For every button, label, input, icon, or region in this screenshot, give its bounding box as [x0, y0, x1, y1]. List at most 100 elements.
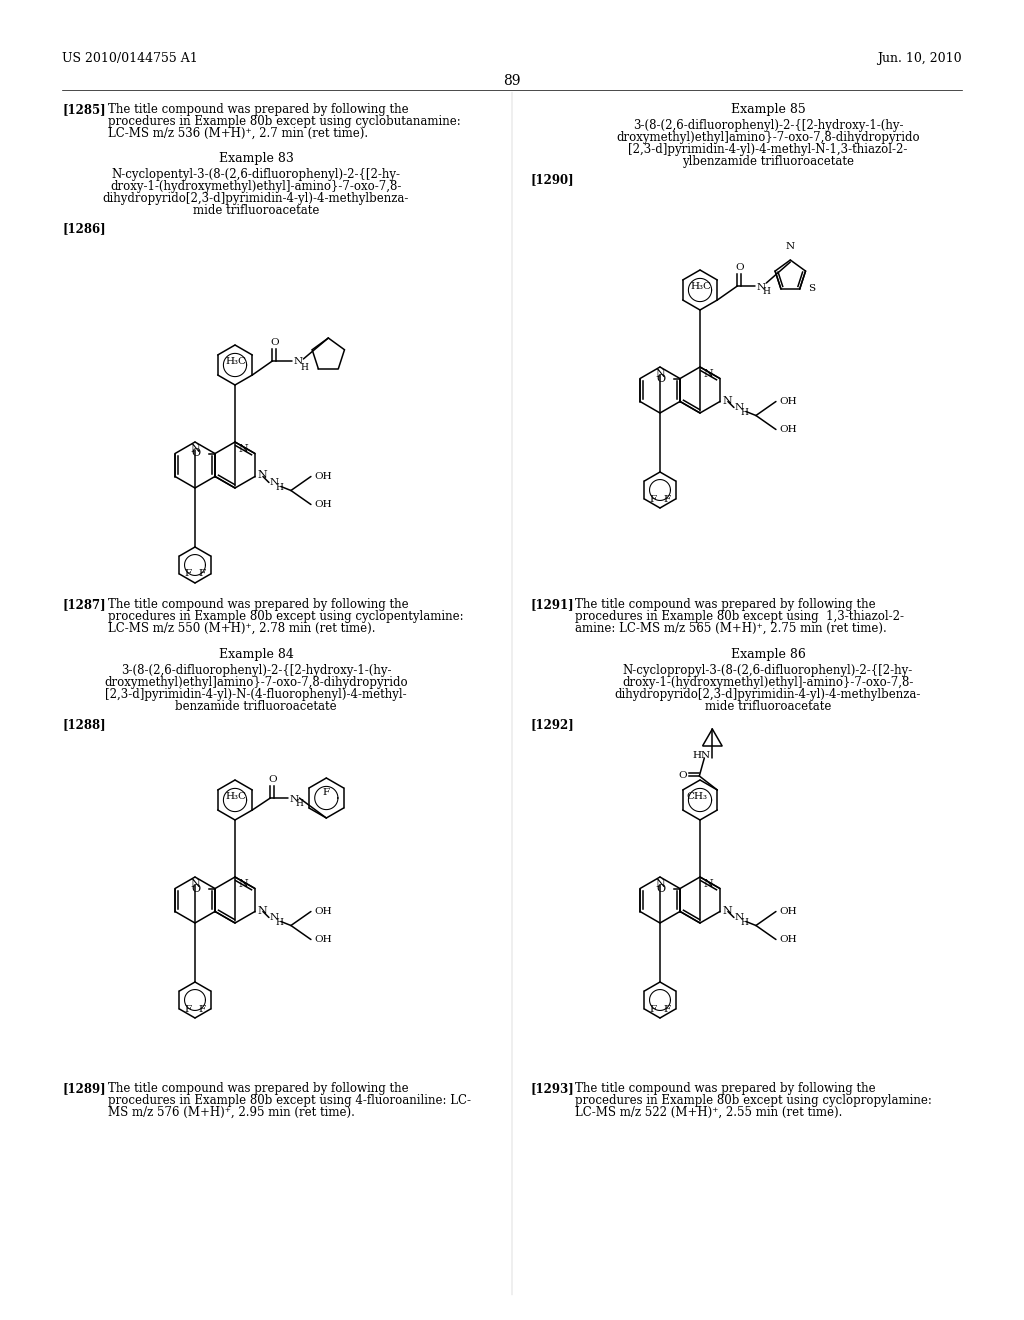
Text: H: H — [300, 363, 308, 371]
Text: [1289]: [1289] — [62, 1082, 105, 1096]
Text: amine: LC-MS m/z 565 (M+H)⁺, 2.75 min (ret time).: amine: LC-MS m/z 565 (M+H)⁺, 2.75 min (r… — [575, 622, 887, 635]
Text: The title compound was prepared by following the: The title compound was prepared by follo… — [575, 1082, 876, 1096]
Text: N: N — [293, 358, 302, 367]
Text: N: N — [723, 396, 733, 405]
Text: LC-MS m/z 550 (M+H)⁺, 2.78 min (ret time).: LC-MS m/z 550 (M+H)⁺, 2.78 min (ret time… — [108, 622, 376, 635]
Text: N: N — [258, 470, 267, 480]
Text: OH: OH — [314, 473, 332, 480]
Text: dihydropyrido[2,3-d]pyrimidin-4-yl)-4-methylbenza-: dihydropyrido[2,3-d]pyrimidin-4-yl)-4-me… — [102, 191, 410, 205]
Text: LC-MS m/z 522 (M+H)⁺, 2.55 min (ret time).: LC-MS m/z 522 (M+H)⁺, 2.55 min (ret time… — [575, 1106, 843, 1119]
Text: [1287]: [1287] — [62, 598, 105, 611]
Text: F: F — [649, 1005, 656, 1014]
Text: procedures in Example 80b except using cyclopentylamine:: procedures in Example 80b except using c… — [108, 610, 464, 623]
Text: F: F — [184, 569, 191, 578]
Text: OH: OH — [314, 500, 332, 510]
Text: [1290]: [1290] — [530, 173, 573, 186]
Text: H₃C: H₃C — [225, 792, 247, 801]
Text: The title compound was prepared by following the: The title compound was prepared by follo… — [575, 598, 876, 611]
Text: N: N — [190, 879, 200, 888]
Text: [2,3-d]pyrimidin-4-yl)-4-methyl-N-1,3-thiazol-2-: [2,3-d]pyrimidin-4-yl)-4-methyl-N-1,3-th… — [629, 143, 907, 156]
Text: [1288]: [1288] — [62, 718, 105, 731]
Text: N: N — [190, 444, 200, 454]
Text: droxy-1-(hydroxymethyl)ethyl]-amino}-7-oxo-7,8-: droxy-1-(hydroxymethyl)ethyl]-amino}-7-o… — [623, 676, 913, 689]
Text: US 2010/0144755 A1: US 2010/0144755 A1 — [62, 51, 198, 65]
Text: ylbenzamide trifluoroacetate: ylbenzamide trifluoroacetate — [682, 154, 854, 168]
Text: N: N — [735, 403, 744, 412]
Text: Jun. 10, 2010: Jun. 10, 2010 — [878, 51, 962, 65]
Text: O: O — [270, 338, 279, 347]
Text: 3-(8-(2,6-difluorophenyl)-2-{[2-hydroxy-1-(hy-: 3-(8-(2,6-difluorophenyl)-2-{[2-hydroxy-… — [633, 119, 903, 132]
Text: [1293]: [1293] — [530, 1082, 573, 1096]
Text: O: O — [735, 263, 743, 272]
Text: [1291]: [1291] — [530, 598, 573, 611]
Text: N: N — [270, 913, 280, 921]
Text: N: N — [655, 879, 665, 888]
Text: N: N — [723, 906, 733, 916]
Text: The title compound was prepared by following the: The title compound was prepared by follo… — [108, 598, 409, 611]
Text: O: O — [656, 374, 666, 384]
Text: N: N — [238, 444, 248, 454]
Text: Example 83: Example 83 — [218, 152, 294, 165]
Text: H: H — [762, 288, 770, 297]
Text: procedures in Example 80b except using cyclobutanamine:: procedures in Example 80b except using c… — [108, 115, 461, 128]
Text: N: N — [270, 478, 280, 487]
Text: OH: OH — [779, 425, 797, 434]
Text: N: N — [655, 370, 665, 379]
Text: OH: OH — [779, 907, 797, 916]
Text: [1286]: [1286] — [62, 222, 105, 235]
Text: N: N — [238, 879, 248, 888]
Text: N: N — [290, 795, 298, 804]
Text: N: N — [735, 913, 744, 921]
Text: S: S — [808, 284, 815, 293]
Text: H: H — [741, 408, 749, 417]
Text: N: N — [703, 370, 713, 379]
Text: benzamide trifluoroacetate: benzamide trifluoroacetate — [175, 700, 337, 713]
Text: F: F — [664, 1005, 671, 1014]
Text: OH: OH — [314, 907, 332, 916]
Text: N-cyclopentyl-3-(8-(2,6-difluorophenyl)-2-{[2-hy-: N-cyclopentyl-3-(8-(2,6-difluorophenyl)-… — [112, 168, 400, 181]
Text: OH: OH — [779, 397, 797, 407]
Text: [1285]: [1285] — [62, 103, 105, 116]
Text: mide trifluoroacetate: mide trifluoroacetate — [193, 205, 319, 216]
Text: F: F — [323, 788, 330, 797]
Text: LC-MS m/z 536 (M+H)⁺, 2.7 min (ret time).: LC-MS m/z 536 (M+H)⁺, 2.7 min (ret time)… — [108, 127, 368, 140]
Text: [2,3-d]pyrimidin-4-yl)-N-(4-fluorophenyl)-4-methyl-: [2,3-d]pyrimidin-4-yl)-N-(4-fluorophenyl… — [105, 688, 407, 701]
Text: F: F — [649, 495, 656, 503]
Text: [1292]: [1292] — [530, 718, 573, 731]
Text: 89: 89 — [503, 74, 521, 88]
Text: O: O — [679, 771, 687, 780]
Text: Example 86: Example 86 — [730, 648, 806, 661]
Text: N: N — [757, 282, 766, 292]
Text: N: N — [785, 242, 795, 251]
Text: droxy-1-(hydroxymethyl)ethyl]-amino}-7-oxo-7,8-: droxy-1-(hydroxymethyl)ethyl]-amino}-7-o… — [111, 180, 401, 193]
Text: O: O — [656, 883, 666, 894]
Text: MS m/z 576 (M+H)⁺, 2.95 min (ret time).: MS m/z 576 (M+H)⁺, 2.95 min (ret time). — [108, 1106, 355, 1119]
Text: H: H — [275, 483, 284, 492]
Text: The title compound was prepared by following the: The title compound was prepared by follo… — [108, 103, 409, 116]
Text: 3-(8-(2,6-difluorophenyl)-2-{[2-hydroxy-1-(hy-: 3-(8-(2,6-difluorophenyl)-2-{[2-hydroxy-… — [121, 664, 391, 677]
Text: H: H — [741, 917, 749, 927]
Text: mide trifluoroacetate: mide trifluoroacetate — [705, 700, 831, 713]
Text: F: F — [199, 569, 206, 578]
Text: Example 85: Example 85 — [731, 103, 805, 116]
Text: O: O — [191, 883, 201, 894]
Text: OH: OH — [314, 935, 332, 944]
Text: procedures in Example 80b except using  1,3-thiazol-2-: procedures in Example 80b except using 1… — [575, 610, 904, 623]
Text: F: F — [199, 1005, 206, 1014]
Text: F: F — [184, 1005, 191, 1014]
Text: N: N — [703, 879, 713, 888]
Text: droxymethyl)ethyl]amino}-7-oxo-7,8-dihydropyrido: droxymethyl)ethyl]amino}-7-oxo-7,8-dihyd… — [616, 131, 920, 144]
Text: OH: OH — [779, 935, 797, 944]
Text: O: O — [268, 775, 276, 784]
Text: N: N — [258, 906, 267, 916]
Text: F: F — [664, 495, 671, 503]
Text: droxymethyl)ethyl]amino}-7-oxo-7,8-dihydropyrido: droxymethyl)ethyl]amino}-7-oxo-7,8-dihyd… — [104, 676, 408, 689]
Text: H₃C: H₃C — [690, 282, 712, 290]
Text: H: H — [295, 800, 303, 808]
Text: N-cyclopropyl-3-(8-(2,6-difluorophenyl)-2-{[2-hy-: N-cyclopropyl-3-(8-(2,6-difluorophenyl)-… — [623, 664, 913, 677]
Text: H₃C: H₃C — [225, 356, 247, 366]
Text: HN: HN — [692, 751, 711, 759]
Text: procedures in Example 80b except using cyclopropylamine:: procedures in Example 80b except using c… — [575, 1094, 932, 1107]
Text: The title compound was prepared by following the: The title compound was prepared by follo… — [108, 1082, 409, 1096]
Text: Example 84: Example 84 — [218, 648, 294, 661]
